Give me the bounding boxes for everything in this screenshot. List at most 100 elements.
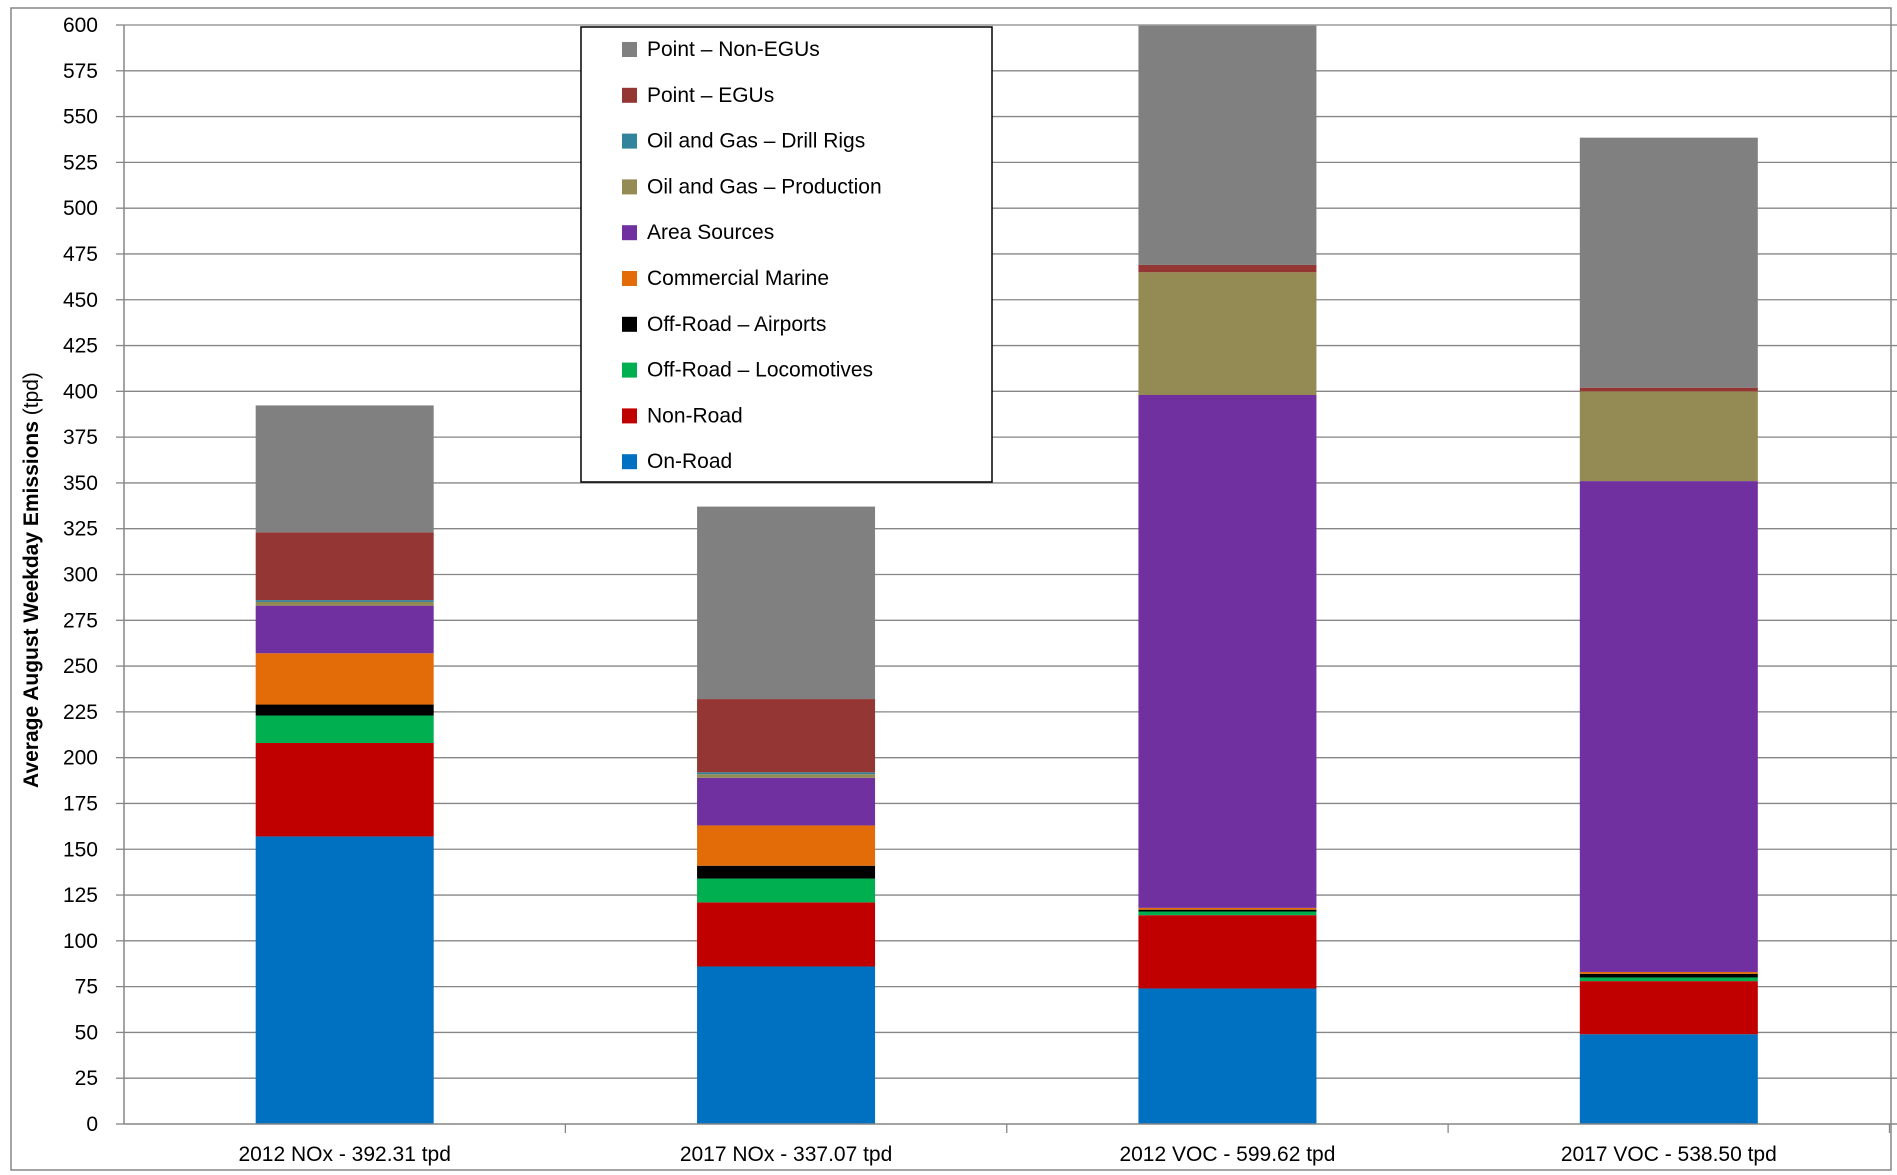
bar-stack bbox=[697, 506, 876, 1124]
legend-swatch bbox=[622, 454, 637, 470]
y-tick-label: 200 bbox=[63, 747, 98, 770]
legend-swatch bbox=[622, 362, 637, 378]
y-tick-label: 375 bbox=[63, 426, 98, 449]
y-axis-ticks: 0 25 50 75 100 125 150 175 200 225 250 275 300 325 350… bbox=[63, 14, 124, 1136]
bar-segment bbox=[255, 715, 434, 744]
legend-item: Commercial Marine bbox=[622, 267, 829, 290]
y-tick-label: 425 bbox=[63, 335, 98, 358]
y-tick-label: 550 bbox=[63, 106, 98, 129]
y-tick-label: 450 bbox=[63, 289, 98, 312]
y-tick-label: 300 bbox=[63, 564, 98, 587]
legend-swatch bbox=[622, 133, 637, 149]
y-tick-label: 600 bbox=[63, 14, 98, 37]
y-tick-label: 350 bbox=[63, 472, 98, 495]
bar-segment bbox=[1579, 977, 1758, 982]
x-axis-categories: 2012 NOx - 392.31 tpd 2017 NOx - 337.07 t… bbox=[238, 1143, 1776, 1166]
bars bbox=[255, 25, 1758, 1124]
legend-swatch bbox=[622, 271, 637, 286]
bar-segment bbox=[255, 601, 434, 606]
x-category-label: 2017 NOx - 337.07 tpd bbox=[680, 1143, 892, 1166]
legend-label: Area Sources bbox=[647, 221, 774, 244]
y-tick-label: 50 bbox=[75, 1021, 98, 1044]
legend: Point – Non-EGUs Point – EGUs Oil and Gas … bbox=[580, 26, 993, 483]
bar-segment bbox=[1579, 981, 1758, 1035]
bar-segment bbox=[697, 878, 876, 903]
y-tick-label: 250 bbox=[63, 655, 98, 678]
y-tick-label: 575 bbox=[63, 60, 98, 83]
bar-segment bbox=[1579, 973, 1758, 978]
bar-stack bbox=[1579, 137, 1758, 1124]
y-axis-label: Average August Weekday Emissions (tpd) bbox=[20, 372, 43, 788]
legend-item: Off-Road – Locomotives bbox=[622, 359, 873, 382]
bar-segment bbox=[697, 506, 876, 700]
bar-segment bbox=[697, 825, 876, 866]
y-tick-label: 75 bbox=[75, 976, 98, 999]
legend-label: Point – Non-EGUs bbox=[647, 38, 820, 61]
y-tick-label: 475 bbox=[63, 243, 98, 266]
bar-segment bbox=[255, 836, 434, 1124]
y-tick-label: 225 bbox=[63, 701, 98, 724]
legend-label: Oil and Gas – Production bbox=[647, 175, 882, 198]
bar-segment bbox=[1138, 907, 1317, 910]
legend-box bbox=[580, 26, 993, 483]
bar-segment bbox=[1138, 272, 1317, 395]
legend-label: Off-Road – Locomotives bbox=[647, 359, 873, 382]
legend-item: Non-Road bbox=[622, 404, 743, 427]
legend-label: Point – EGUs bbox=[647, 84, 774, 107]
legend-label: Commercial Marine bbox=[647, 267, 829, 290]
bar-segment bbox=[1579, 1034, 1758, 1124]
bar-stack bbox=[255, 405, 434, 1124]
bar-segment bbox=[697, 777, 876, 826]
y-tick-label: 125 bbox=[63, 884, 98, 907]
bar-segment bbox=[697, 772, 876, 775]
y-tick-label: 275 bbox=[63, 609, 98, 632]
legend-swatch bbox=[622, 316, 637, 332]
bar-segment bbox=[1579, 391, 1758, 482]
bar-segment bbox=[1579, 387, 1758, 392]
legend-swatch bbox=[622, 87, 637, 103]
y-tick-label: 525 bbox=[63, 151, 98, 174]
bar-segment bbox=[255, 600, 434, 602]
bar-segment bbox=[697, 966, 876, 1124]
legend-label: Oil and Gas – Drill Rigs bbox=[647, 130, 865, 153]
legend-item: Off-Road – Airports bbox=[622, 313, 826, 336]
y-tick-label: 325 bbox=[63, 518, 98, 541]
legend-label: On-Road bbox=[647, 450, 732, 473]
legend-swatch bbox=[622, 179, 637, 195]
y-tick-label: 25 bbox=[75, 1067, 98, 1090]
bar-segment bbox=[1138, 394, 1317, 908]
y-tick-label: 400 bbox=[63, 380, 98, 403]
y-tick-label: 500 bbox=[63, 197, 98, 220]
legend-item: Oil and Gas – Production bbox=[622, 175, 882, 198]
legend-swatch bbox=[622, 408, 637, 424]
y-tick-label: 150 bbox=[63, 838, 98, 861]
bar-segment bbox=[1138, 915, 1317, 989]
bar-segment bbox=[255, 605, 434, 654]
legend-item: Point – Non-EGUs bbox=[622, 38, 820, 61]
legend-item: Area Sources bbox=[622, 221, 774, 244]
bar-segment bbox=[1138, 25, 1317, 265]
legend-swatch bbox=[622, 225, 637, 241]
y-tick-label: 175 bbox=[63, 792, 98, 815]
bar-stack bbox=[1138, 25, 1317, 1124]
bar-segment bbox=[1579, 137, 1758, 388]
bar-segment bbox=[1138, 911, 1317, 916]
bar-segment bbox=[255, 532, 434, 601]
y-tick-label: 0 bbox=[86, 1113, 98, 1136]
bar-segment bbox=[1579, 481, 1758, 972]
bar-segment bbox=[255, 405, 434, 533]
x-category-label: 2012 VOC - 599.62 tpd bbox=[1119, 1143, 1335, 1166]
legend-item: Oil and Gas – Drill Rigs bbox=[622, 130, 865, 153]
bar-segment bbox=[1138, 988, 1317, 1124]
legend-label: Off-Road – Airports bbox=[647, 313, 826, 336]
bar-segment bbox=[697, 699, 876, 773]
bar-segment bbox=[697, 865, 876, 879]
bar-segment bbox=[697, 774, 876, 778]
axes bbox=[123, 25, 1897, 1133]
bar-segment bbox=[255, 704, 434, 716]
bar-segment bbox=[1138, 909, 1317, 912]
x-category-label: 2017 VOC - 538.50 tpd bbox=[1561, 1143, 1777, 1166]
bar-segment bbox=[697, 902, 876, 967]
legend-swatch bbox=[622, 42, 637, 57]
